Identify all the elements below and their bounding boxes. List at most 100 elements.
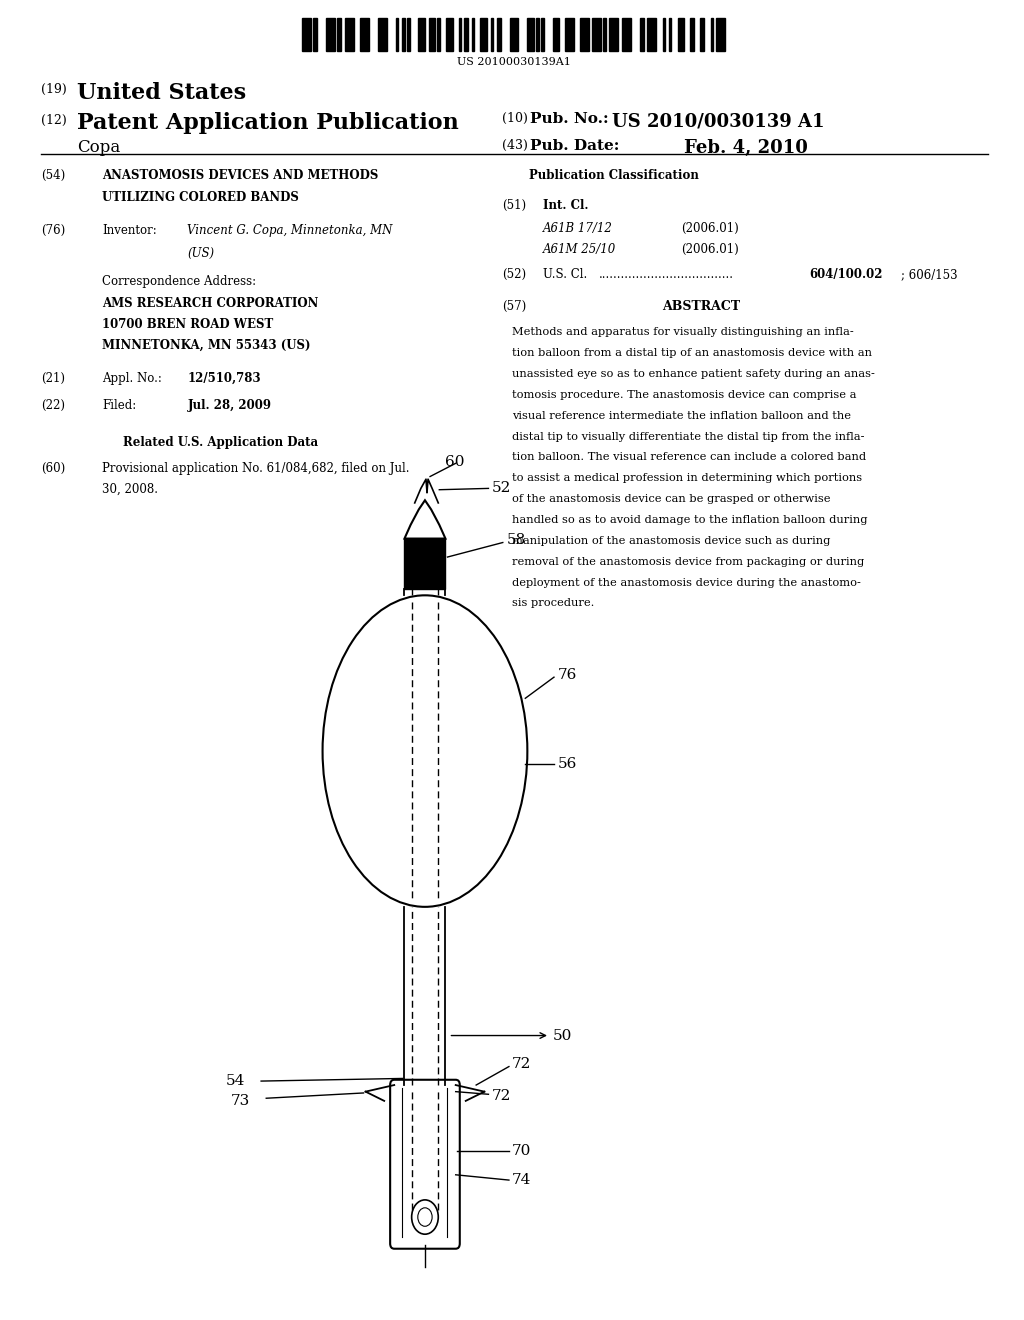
Text: U.S. Cl.: U.S. Cl. [543,268,587,281]
Text: 52: 52 [492,482,511,495]
Text: (76): (76) [41,224,66,238]
Ellipse shape [323,595,527,907]
Text: UTILIZING COLORED BANDS: UTILIZING COLORED BANDS [102,191,299,205]
Bar [395,18,398,51]
Text: 73: 73 [230,1094,250,1107]
Text: US 20100030139A1: US 20100030139A1 [457,57,571,67]
Bar [603,18,605,51]
Bar [647,18,656,51]
Text: 10700 BREN ROAD WEST: 10700 BREN ROAD WEST [102,318,273,331]
Text: 50: 50 [553,1028,572,1043]
Text: 54: 54 [225,1074,245,1088]
Text: deployment of the anastomosis device during the anastomo-: deployment of the anastomosis device dur… [512,578,861,587]
Text: Related U.S. Application Data: Related U.S. Application Data [123,436,318,449]
Text: tion balloon from a distal tip of an anastomosis device with an: tion balloon from a distal tip of an ana… [512,348,872,358]
Bar [510,18,518,51]
Circle shape [412,1200,438,1234]
Bar [459,18,462,51]
Text: tion balloon. The visual reference can include a colored band: tion balloon. The visual reference can i… [512,453,866,462]
Bar [640,18,643,51]
Bar [408,18,410,51]
Text: sis procedure.: sis procedure. [512,598,594,609]
Text: United States: United States [77,82,246,104]
Text: 56: 56 [558,758,578,771]
Text: MINNETONKA, MN 55343 (US): MINNETONKA, MN 55343 (US) [102,339,311,352]
Text: (10): (10) [502,112,527,125]
Text: (54): (54) [41,169,66,182]
Text: Correspondence Address:: Correspondence Address: [102,275,257,288]
Text: A61B 17/12: A61B 17/12 [543,222,612,235]
Bar [536,18,539,51]
Bar [464,18,468,51]
Text: removal of the anastomosis device from packaging or during: removal of the anastomosis device from p… [512,557,864,566]
Text: Appl. No.:: Appl. No.: [102,372,162,385]
Text: Publication Classification: Publication Classification [529,169,699,182]
Text: (US): (US) [187,247,214,260]
Text: 30, 2008.: 30, 2008. [102,483,159,496]
Text: (2006.01): (2006.01) [681,243,738,256]
Bar [360,18,369,51]
Bar [622,18,631,51]
Text: 604/100.02: 604/100.02 [809,268,883,281]
Bar [690,18,694,51]
Bar [326,18,335,51]
Text: distal tip to visually differentiate the distal tip from the infla-: distal tip to visually differentiate the… [512,432,864,442]
Text: visual reference intermediate the inflation balloon and the: visual reference intermediate the inflat… [512,411,851,421]
Text: ; 606/153: ; 606/153 [901,268,957,281]
Text: (12): (12) [41,114,67,127]
Bar [402,18,404,51]
Bar [404,539,445,589]
Text: (60): (60) [41,462,66,475]
Bar [437,18,440,51]
Text: (22): (22) [41,399,65,412]
Bar [669,18,672,51]
Bar [678,18,684,51]
Bar [716,18,725,51]
Bar [480,18,486,51]
Bar [419,18,425,51]
Text: AMS RESEARCH CORPORATION: AMS RESEARCH CORPORATION [102,297,318,310]
Text: Pub. No.:: Pub. No.: [530,112,609,127]
Text: ....................................: .................................... [599,268,734,281]
Polygon shape [404,500,445,539]
Text: Vincent G. Copa, Minnetonka, MN: Vincent G. Copa, Minnetonka, MN [187,224,393,238]
Circle shape [418,1208,432,1226]
Bar [490,18,494,51]
Text: A61M 25/10: A61M 25/10 [543,243,616,256]
Bar [313,18,317,51]
Text: ABSTRACT: ABSTRACT [663,300,740,313]
Text: (19): (19) [41,83,67,96]
Text: Inventor:: Inventor: [102,224,157,238]
Bar [609,18,618,51]
Text: unassisted eye so as to enhance patient safety during an anas-: unassisted eye so as to enhance patient … [512,370,874,379]
Text: to assist a medical profession in determining which portions: to assist a medical profession in determ… [512,474,862,483]
Bar [472,18,474,51]
Text: Pub. Date:: Pub. Date: [530,139,620,153]
Bar [527,18,534,51]
Text: 76: 76 [558,668,578,681]
FancyBboxPatch shape [390,1080,460,1249]
Text: 12/510,783: 12/510,783 [187,372,261,385]
Bar [345,18,354,51]
Text: Filed:: Filed: [102,399,136,412]
Text: Jul. 28, 2009: Jul. 28, 2009 [187,399,271,412]
Bar [700,18,705,51]
Text: 74: 74 [512,1173,531,1187]
Text: of the anastomosis device can be grasped or otherwise: of the anastomosis device can be grasped… [512,494,830,504]
Text: tomosis procedure. The anastomosis device can comprise a: tomosis procedure. The anastomosis devic… [512,389,856,400]
Bar [302,18,311,51]
Bar [378,18,387,51]
Text: 60: 60 [445,455,465,469]
Text: Methods and apparatus for visually distinguishing an infla-: Methods and apparatus for visually disti… [512,327,854,338]
Bar [663,18,665,51]
Bar [541,18,544,51]
Bar [338,18,341,51]
Text: (57): (57) [502,300,526,313]
Text: (2006.01): (2006.01) [681,222,738,235]
Bar [711,18,713,51]
Text: Provisional application No. 61/084,682, filed on Jul.: Provisional application No. 61/084,682, … [102,462,410,475]
Bar [553,18,559,51]
Text: Copa: Copa [77,139,120,156]
Bar [446,18,453,51]
Bar [497,18,501,51]
